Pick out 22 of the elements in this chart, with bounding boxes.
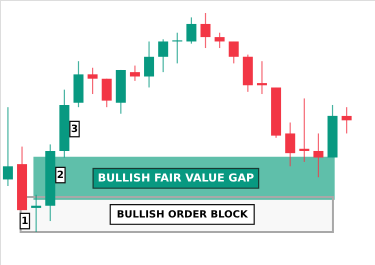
candlestick <box>214 32 225 49</box>
band-label: BULLISH FAIR VALUE GAP <box>98 171 254 184</box>
candlestick <box>144 40 154 88</box>
candlestick <box>313 132 324 178</box>
band-label: BULLISH ORDER BLOCK <box>116 209 249 220</box>
annotation: 3 <box>71 124 78 136</box>
candlestick <box>200 12 211 49</box>
candlestick <box>285 122 296 167</box>
candlestick <box>31 194 42 233</box>
candlestick <box>172 32 182 64</box>
annotation: 2 <box>56 170 64 182</box>
candlestick <box>256 60 267 95</box>
candlestick <box>342 106 352 134</box>
candlestick <box>299 98 310 163</box>
candlestick <box>2 106 13 187</box>
candlestick <box>186 16 196 44</box>
annotation: 1 <box>21 216 28 228</box>
candlestick <box>88 67 98 95</box>
candlestick <box>102 78 112 108</box>
candlestick <box>228 40 239 64</box>
candlestick <box>130 64 140 82</box>
candlestick <box>158 38 168 73</box>
